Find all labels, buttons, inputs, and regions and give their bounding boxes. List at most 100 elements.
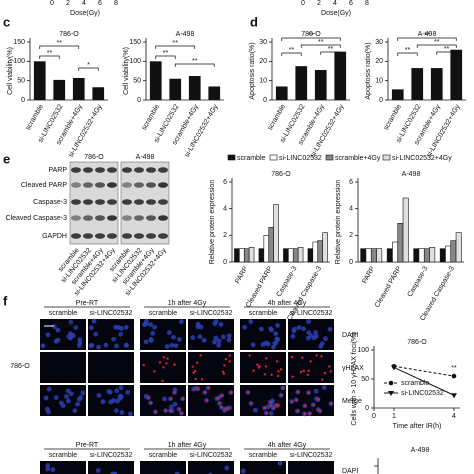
nucleus xyxy=(216,342,222,348)
bar xyxy=(334,51,347,100)
blot-band xyxy=(134,167,144,173)
foci xyxy=(199,354,202,357)
foci xyxy=(263,373,267,376)
nucleus xyxy=(164,344,170,349)
x-tick-label: 2 xyxy=(317,0,321,7)
foci xyxy=(290,400,294,403)
nucleus xyxy=(68,391,74,397)
nucleus xyxy=(100,399,106,405)
nucleus xyxy=(45,466,51,472)
foci xyxy=(269,404,273,407)
foci xyxy=(317,398,320,401)
nucleus xyxy=(226,333,232,339)
marker xyxy=(388,391,394,396)
group-header: si-LINC02532 xyxy=(190,452,233,459)
nucleus xyxy=(50,467,56,473)
panel-letter: d xyxy=(250,14,258,29)
bar xyxy=(263,235,270,263)
foci xyxy=(230,391,233,394)
foci xyxy=(328,365,331,368)
nucleus xyxy=(46,409,51,415)
significance-label: ** xyxy=(192,58,198,65)
nucleus xyxy=(114,388,120,394)
bar xyxy=(92,87,105,100)
foci xyxy=(320,355,323,358)
blot-band xyxy=(122,199,132,205)
foci xyxy=(222,372,226,375)
significance-bracket xyxy=(39,55,60,59)
foci xyxy=(194,377,197,381)
y-tick-label: 0 xyxy=(263,97,267,104)
nucleus xyxy=(77,343,82,348)
blot-band xyxy=(71,182,81,188)
x-tick-label: 8 xyxy=(114,0,118,7)
foci xyxy=(147,396,150,399)
foci xyxy=(221,370,225,374)
nucleus xyxy=(275,322,280,328)
foci xyxy=(306,373,309,376)
foci xyxy=(191,365,194,368)
nucleus xyxy=(296,325,302,330)
chart-title: A-498 xyxy=(402,171,421,178)
bar xyxy=(312,241,319,263)
x-tick-label: 6 xyxy=(349,0,353,7)
y-axis-label: Relative protein expression xyxy=(335,180,342,265)
nucleus xyxy=(221,334,226,340)
chart-title: 786-O xyxy=(407,339,427,346)
foci xyxy=(276,374,280,378)
nucleus xyxy=(195,321,201,327)
foci xyxy=(250,402,253,405)
nucleus xyxy=(190,335,196,340)
bar xyxy=(239,248,245,263)
blot-band xyxy=(158,233,168,239)
bar xyxy=(72,77,85,100)
y-tick-label: 100 xyxy=(13,58,25,65)
bar xyxy=(391,89,404,100)
nucleus xyxy=(40,343,46,349)
bar xyxy=(169,78,182,100)
nucleus xyxy=(150,330,156,336)
nucleus xyxy=(273,331,279,337)
blot-band xyxy=(95,215,105,221)
blot-band xyxy=(83,199,93,205)
nucleus xyxy=(268,411,274,416)
bar xyxy=(455,232,462,263)
y-tick-label: 4 xyxy=(223,206,227,213)
axis-label: Dose(Gy) xyxy=(321,10,351,17)
foci xyxy=(264,365,268,368)
nucleus xyxy=(123,324,129,330)
foci xyxy=(248,354,251,357)
y-tick-label: 10 xyxy=(375,78,383,85)
y-axis-label: Apoptosis ratio(%) xyxy=(365,42,372,99)
foci xyxy=(154,410,158,414)
micrograph xyxy=(288,461,334,474)
group-header: scramble xyxy=(149,452,178,459)
blot-band xyxy=(83,233,93,239)
nucleus xyxy=(95,468,101,473)
y-tick-label: 50 xyxy=(17,78,25,85)
bar xyxy=(430,68,443,100)
condition-header: Pre-RT xyxy=(76,442,99,449)
y-tick-label: 50 xyxy=(133,78,141,85)
nucleus xyxy=(172,401,178,407)
bar xyxy=(402,197,409,263)
foci xyxy=(228,360,231,363)
bar xyxy=(418,248,425,263)
foci xyxy=(221,394,224,397)
nucleus xyxy=(75,401,80,407)
x-tick-label: scramble xyxy=(267,103,287,131)
x-tick-label: 4 xyxy=(82,0,86,7)
y-axis-label: Cells with > 10 γH2AX foci(%) xyxy=(351,332,358,425)
nucleus xyxy=(77,337,83,342)
blot-band xyxy=(158,199,168,205)
x-tick-label: PARP xyxy=(361,265,376,285)
blot-band xyxy=(134,215,144,221)
chart-title: A-498 xyxy=(176,31,195,38)
blot-band xyxy=(71,167,81,173)
nucleus xyxy=(306,319,311,325)
bar xyxy=(288,248,294,263)
marker xyxy=(388,380,394,386)
nucleus xyxy=(78,395,83,401)
bar xyxy=(297,247,304,263)
